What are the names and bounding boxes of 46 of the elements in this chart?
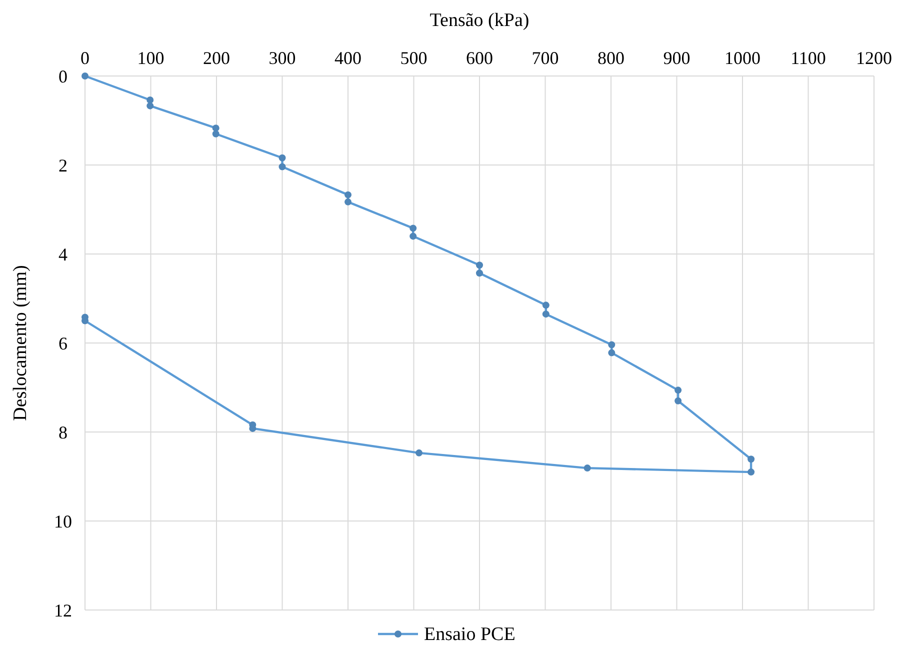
y-tick-label: 12 <box>54 600 72 620</box>
point <box>278 154 286 162</box>
point <box>344 198 352 206</box>
x-tick-label: 500 <box>400 48 428 68</box>
x-tick-label: 300 <box>268 48 296 68</box>
x-tick-label: 1000 <box>724 48 760 68</box>
point <box>146 96 154 104</box>
point <box>416 449 423 456</box>
point <box>278 163 286 170</box>
x-tick-label: 1100 <box>790 48 826 68</box>
x-tick-label: 200 <box>203 48 230 68</box>
point <box>608 349 616 356</box>
point <box>344 191 352 198</box>
point <box>476 262 483 269</box>
x-tick-label: 800 <box>598 48 624 68</box>
y-tick-label: 10 <box>54 511 72 532</box>
point <box>748 456 755 463</box>
y-tick-label: 6 <box>58 333 68 354</box>
legend-label: Ensaio PCE <box>424 624 516 645</box>
x-tick-label: 0 <box>80 48 90 68</box>
point <box>476 270 483 277</box>
y-tick-label: 8 <box>58 422 68 442</box>
point <box>674 397 682 404</box>
point <box>212 130 220 138</box>
x-tick-label: 700 <box>532 48 559 68</box>
y-tick-label: 4 <box>58 244 68 264</box>
x-tick-label: 900 <box>663 48 690 68</box>
y-tick-label: 0 <box>58 66 68 86</box>
point <box>584 464 591 472</box>
x-tick-label: 600 <box>466 48 493 68</box>
x-tick-label: 400 <box>334 48 362 68</box>
point <box>212 124 220 132</box>
y-tick-label: 2 <box>58 155 68 176</box>
y-axis-title: Deslocamento (mm) <box>10 265 31 421</box>
x-axis-title: Tensão (kPa) <box>430 10 530 31</box>
point <box>542 310 550 318</box>
point <box>542 302 550 309</box>
x-tick-label: 100 <box>137 48 164 68</box>
point <box>674 386 682 394</box>
point <box>410 224 417 232</box>
point <box>410 232 417 240</box>
point <box>748 468 755 476</box>
point <box>608 341 616 348</box>
point <box>82 72 88 80</box>
x-tick-label: 1200 <box>856 48 892 68</box>
point <box>146 102 154 110</box>
